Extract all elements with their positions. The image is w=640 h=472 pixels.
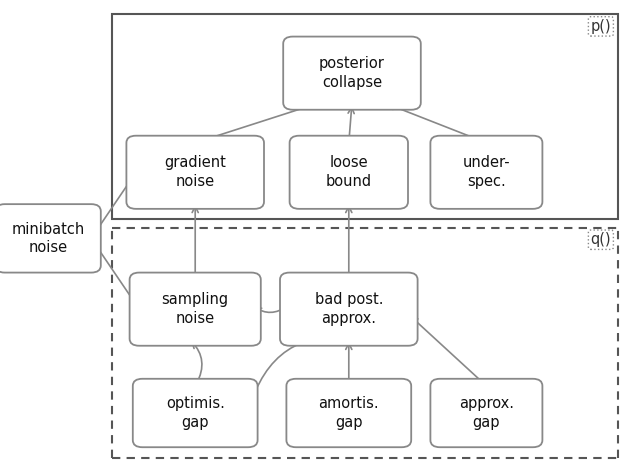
FancyBboxPatch shape (280, 273, 417, 346)
FancyBboxPatch shape (0, 204, 101, 273)
Text: bad post.
approx.: bad post. approx. (314, 292, 383, 326)
FancyBboxPatch shape (430, 136, 543, 209)
Text: gradient
noise: gradient noise (164, 155, 226, 189)
FancyBboxPatch shape (283, 37, 421, 110)
FancyBboxPatch shape (127, 136, 264, 209)
Text: p(): p() (591, 19, 611, 34)
Text: sampling
noise: sampling noise (162, 292, 228, 326)
Text: amortis.
gap: amortis. gap (319, 396, 379, 430)
Text: minibatch
noise: minibatch noise (12, 221, 84, 255)
Text: posterior
collapse: posterior collapse (319, 56, 385, 90)
Text: q(): q() (591, 232, 611, 247)
FancyBboxPatch shape (130, 273, 261, 346)
FancyBboxPatch shape (290, 136, 408, 209)
Text: optimis.
gap: optimis. gap (166, 396, 225, 430)
Text: approx.
gap: approx. gap (459, 396, 514, 430)
Text: under-
spec.: under- spec. (463, 155, 510, 189)
Text: loose
bound: loose bound (326, 155, 372, 189)
FancyBboxPatch shape (133, 379, 257, 447)
FancyBboxPatch shape (287, 379, 412, 447)
FancyBboxPatch shape (430, 379, 543, 447)
